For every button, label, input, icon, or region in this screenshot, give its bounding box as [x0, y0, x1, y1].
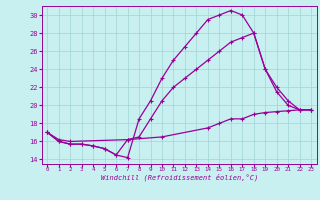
X-axis label: Windchill (Refroidissement éolien,°C): Windchill (Refroidissement éolien,°C) [100, 174, 258, 181]
